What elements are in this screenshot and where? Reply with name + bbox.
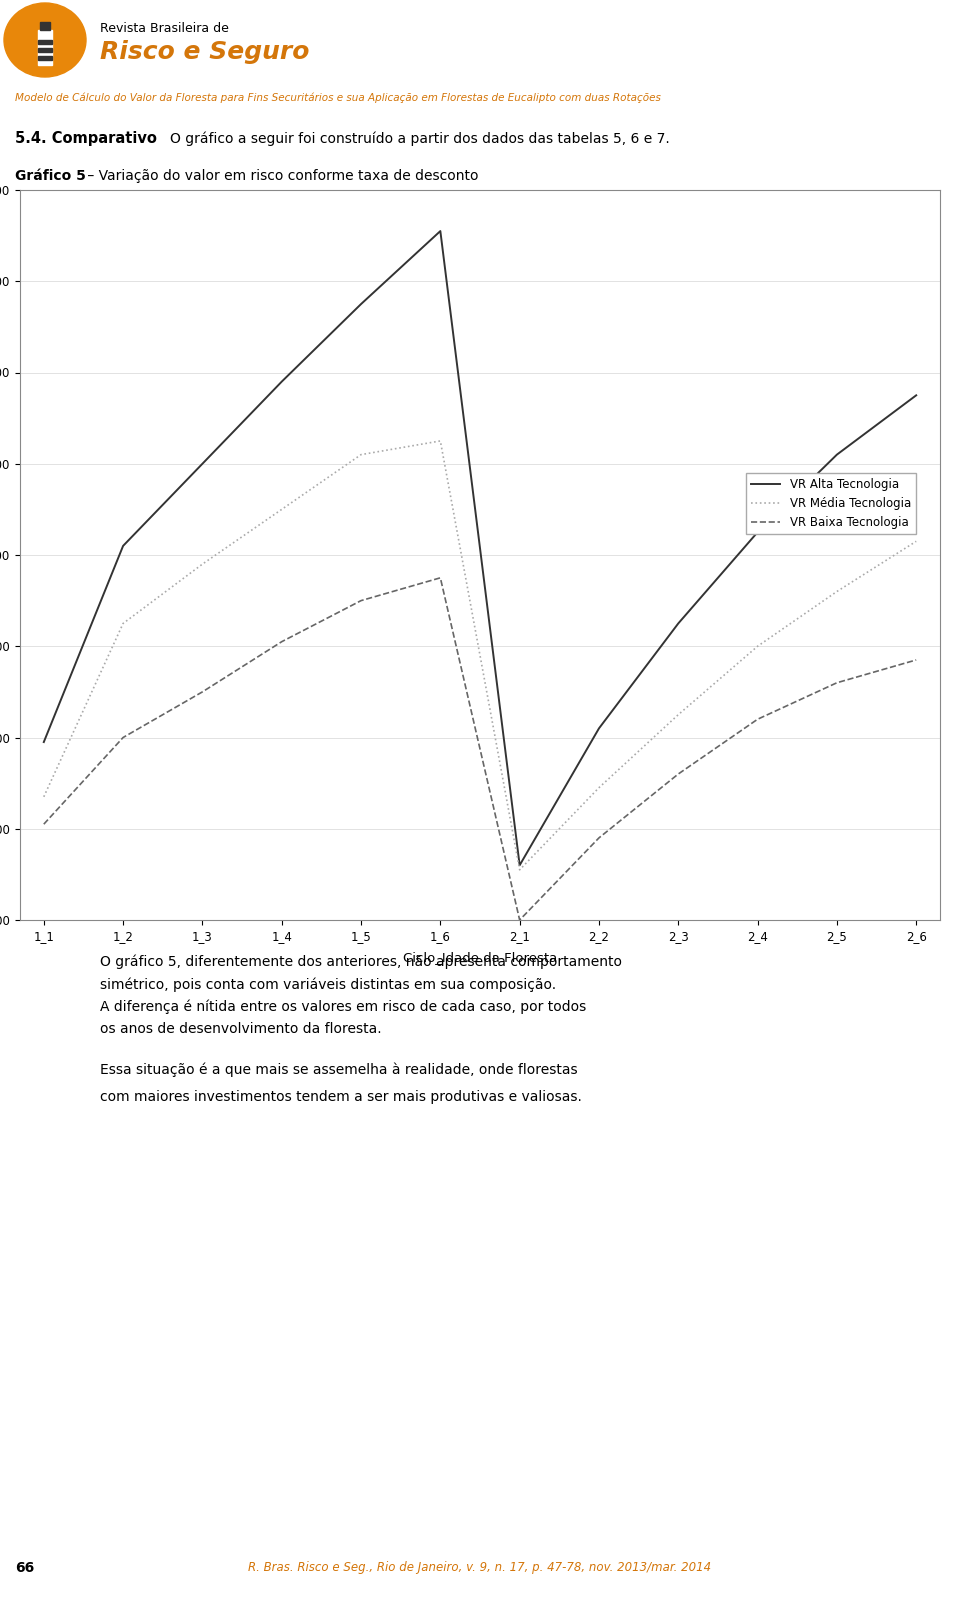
VR Baixa Tecnologia [752,710,763,729]
VR Alta Tecnologia [197,454,208,473]
VR Média Tecnologia [276,500,287,520]
VR Alta Tecnologia [831,445,843,464]
Bar [38,30,52,66]
VR Média Tecnologia [514,860,525,879]
Line: VR Média Tecnologia: VR Média Tecnologia [44,441,916,870]
Ellipse shape [4,3,86,77]
Bar [38,56,52,61]
VR Média Tecnologia [752,636,763,656]
VR Média Tecnologia [435,432,446,451]
VR Média Tecnologia [593,779,605,798]
VR Baixa Tecnologia [673,764,684,784]
VR Alta Tecnologia [910,385,922,405]
VR Alta Tecnologia [514,855,525,875]
Text: R. Bras. Risco e Seg., Rio de Janeiro, v. 9, n. 17, p. 47-78, nov. 2013/mar. 201: R. Bras. Risco e Seg., Rio de Janeiro, v… [249,1562,711,1575]
VR Baixa Tecnologia [276,632,287,651]
Text: 5.4. Comparativo: 5.4. Comparativo [15,131,156,147]
Bar [38,48,52,53]
VR Baixa Tecnologia [355,592,367,611]
VR Média Tecnologia [673,705,684,724]
VR Alta Tecnologia [117,536,129,555]
VR Média Tecnologia [910,532,922,552]
VR Média Tecnologia [831,582,843,601]
Legend: VR Alta Tecnologia, VR Média Tecnologia, VR Baixa Tecnologia: VR Alta Tecnologia, VR Média Tecnologia,… [746,473,916,534]
VR Baixa Tecnologia [197,683,208,702]
Text: O gráfico 5, diferentemente dos anteriores, não apresenta comportamento: O gráfico 5, diferentemente dos anterior… [100,955,622,969]
Text: Essa situação é a que mais se assemelha à realidade, onde florestas: Essa situação é a que mais se assemelha … [100,1063,578,1078]
X-axis label: Ciclo_Idade da Floresta: Ciclo_Idade da Floresta [403,951,557,964]
VR Baixa Tecnologia [831,673,843,692]
Text: Revista Brasileira de: Revista Brasileira de [100,21,228,35]
Text: simétrico, pois conta com variáveis distintas em sua composição.: simétrico, pois conta com variáveis dist… [100,977,556,991]
Line: VR Alta Tecnologia: VR Alta Tecnologia [44,232,916,865]
VR Alta Tecnologia [276,373,287,392]
VR Média Tecnologia [38,787,50,806]
VR Baixa Tecnologia [514,910,525,929]
VR Baixa Tecnologia [593,828,605,847]
Text: os anos de desenvolvimento da floresta.: os anos de desenvolvimento da floresta. [100,1022,382,1036]
Text: Gráfico 5: Gráfico 5 [15,169,85,182]
VR Média Tecnologia [355,445,367,464]
VR Baixa Tecnologia [910,651,922,670]
Text: Risco e Seguro: Risco e Seguro [100,40,309,64]
VR Alta Tecnologia [593,720,605,739]
Text: 66: 66 [15,1561,35,1575]
VR Média Tecnologia [197,555,208,574]
VR Alta Tecnologia [435,222,446,241]
VR Alta Tecnologia [752,523,763,542]
VR Média Tecnologia [117,614,129,633]
Line: VR Baixa Tecnologia: VR Baixa Tecnologia [44,577,916,919]
VR Baixa Tecnologia [38,814,50,833]
VR Alta Tecnologia [38,732,50,752]
VR Baixa Tecnologia [435,568,446,587]
Text: – Variação do valor em risco conforme taxa de desconto: – Variação do valor em risco conforme ta… [83,169,478,182]
Text: O gráfico a seguir foi construído a partir dos dados das tabelas 5, 6 e 7.: O gráfico a seguir foi construído a part… [170,131,670,146]
VR Alta Tecnologia [673,614,684,633]
Text: Modelo de Cálculo do Valor da Floresta para Fins Securitários e sua Aplicação em: Modelo de Cálculo do Valor da Floresta p… [15,93,660,104]
Text: A diferença é nítida entre os valores em risco de cada caso, por todos: A diferença é nítida entre os valores em… [100,999,587,1014]
Text: com maiores investimentos tendem a ser mais produtivas e valiosas.: com maiores investimentos tendem a ser m… [100,1091,582,1105]
Bar [38,40,52,45]
VR Baixa Tecnologia [117,728,129,747]
Bar [40,22,50,30]
VR Alta Tecnologia [355,294,367,313]
